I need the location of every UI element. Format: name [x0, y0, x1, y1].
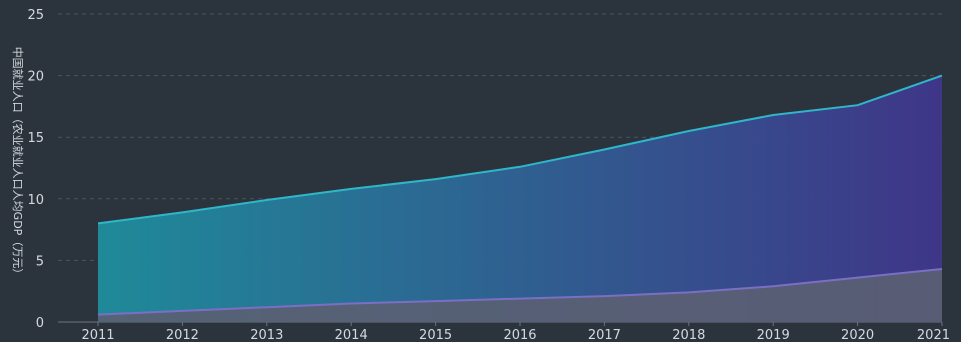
- x-tick-label-2016: 2016: [503, 328, 536, 342]
- x-tick-label-2014: 2014: [335, 328, 368, 342]
- lower-line: [97, 268, 943, 316]
- y-tick-label-15: 15: [27, 131, 44, 146]
- x-tick-label-2019: 2019: [757, 328, 790, 342]
- y-tick-label-25: 25: [27, 8, 44, 23]
- upper-line: [97, 74, 943, 225]
- x-tick-label-2013: 2013: [250, 328, 283, 342]
- x-axis-ticks: 2011 2012 2013 2014 2015 2016 2017 2018 2019 2020…: [81, 322, 950, 342]
- y-axis-label: 中国就业人口（农业就业人口人均GDP（万元）: [11, 47, 25, 280]
- y-tick-label-0: 0: [36, 316, 44, 331]
- y-tick-label-20: 20: [27, 70, 44, 85]
- x-tick-label-2017: 2017: [588, 328, 621, 342]
- area-series-layer: [97, 74, 943, 322]
- x-tick-label-2012: 2012: [166, 328, 199, 342]
- y-tick-label-5: 5: [36, 254, 44, 269]
- lower-area: [98, 269, 942, 322]
- y-tick-label-10: 10: [27, 193, 44, 208]
- x-tick-label-2018: 2018: [672, 328, 705, 342]
- upper-area: [98, 75, 942, 322]
- x-tick-label-2020: 2020: [841, 328, 874, 342]
- x-tick-label-2015: 2015: [419, 328, 452, 342]
- x-tick-label-2011: 2011: [81, 328, 114, 342]
- y-axis-ticks: 0 5 10 15 20 25: [27, 8, 44, 331]
- x-tick-label-2021: 2021: [917, 328, 950, 342]
